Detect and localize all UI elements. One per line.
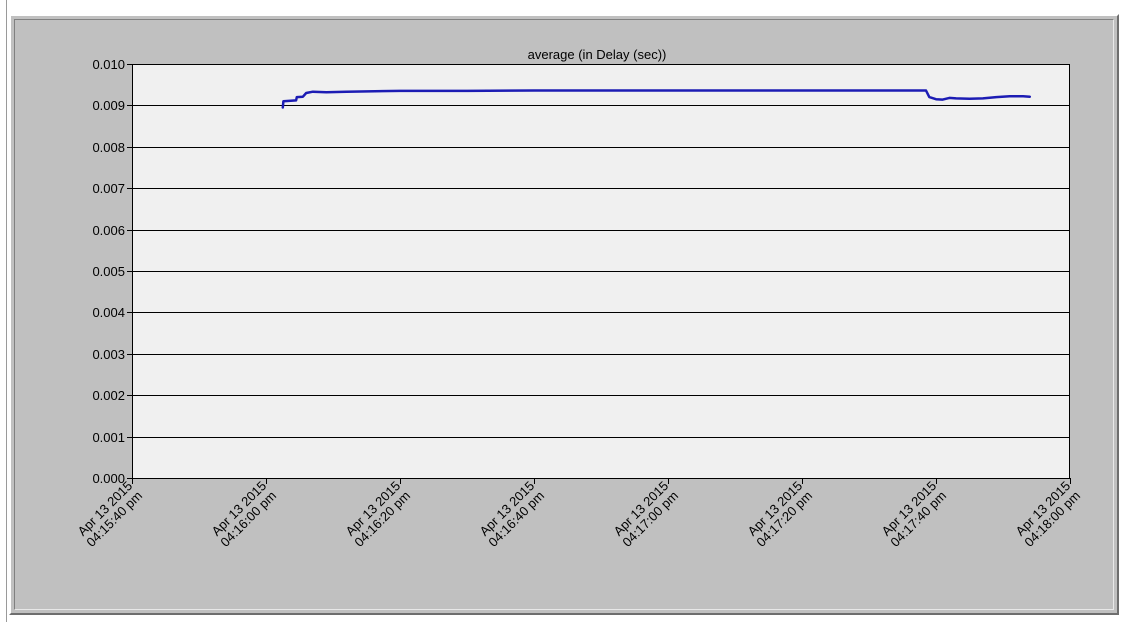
y-tick-label: 0.004 xyxy=(92,305,125,320)
window-left-edge xyxy=(6,0,7,622)
y-tick-labels: 0.000 0.001 0.002 0.003 0.004 0.005 0.006 0.007… xyxy=(92,57,125,486)
series-lines xyxy=(281,89,1032,109)
y-tick-label: 0.001 xyxy=(92,430,125,445)
y-tick-label: 0.005 xyxy=(92,264,125,279)
y-tick-label: 0.006 xyxy=(92,223,125,238)
axes xyxy=(127,64,1071,484)
y-tick-label: 0.007 xyxy=(92,181,125,196)
gridlines xyxy=(132,64,1070,479)
y-tick-label: 0.000 xyxy=(92,471,125,486)
series-line xyxy=(281,89,1032,109)
y-tick-label: 0.010 xyxy=(92,57,125,72)
chart-title: average (in Delay (sec)) xyxy=(528,47,667,62)
y-tick-label: 0.009 xyxy=(92,98,125,113)
y-tick-label: 0.002 xyxy=(92,388,125,403)
y-tick-label: 0.003 xyxy=(92,347,125,362)
chart-panel-inset xyxy=(14,19,1114,610)
y-tick-label: 0.008 xyxy=(92,140,125,155)
